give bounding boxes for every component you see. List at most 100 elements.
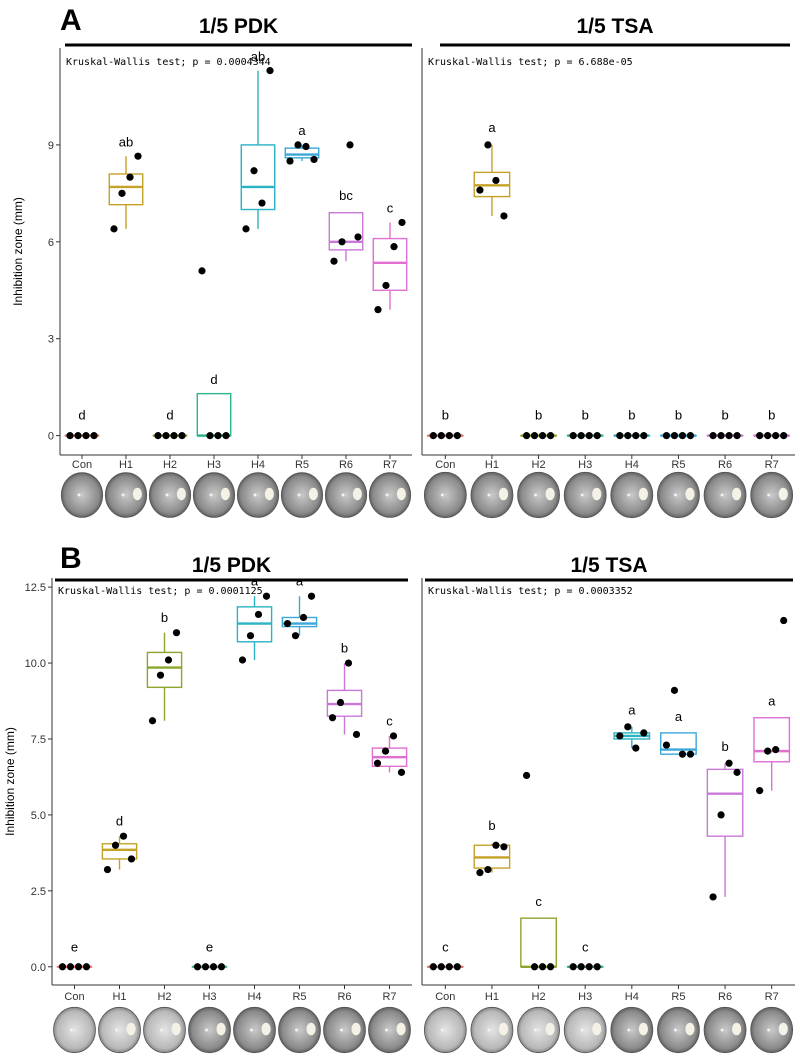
data-point bbox=[90, 432, 98, 440]
data-point bbox=[577, 963, 585, 971]
plate-colony bbox=[261, 1022, 271, 1036]
significance-letter: c bbox=[386, 713, 393, 728]
plate-center-spot bbox=[253, 493, 257, 497]
data-point bbox=[624, 723, 632, 731]
data-point bbox=[352, 730, 361, 739]
box-r6: bc bbox=[328, 141, 364, 265]
significance-letter: b bbox=[341, 640, 348, 655]
x-tick-label: H4 bbox=[625, 991, 639, 1003]
x-tick-label: H1 bbox=[119, 459, 133, 471]
plate-center-spot bbox=[115, 1028, 118, 1032]
box-body bbox=[196, 392, 232, 437]
plate-dish bbox=[104, 472, 148, 518]
plate-photo bbox=[423, 1006, 467, 1054]
plate-photo bbox=[280, 472, 324, 518]
box-body bbox=[520, 917, 557, 968]
x-tick-label: H2 bbox=[532, 459, 546, 471]
plate-dish bbox=[657, 471, 700, 519]
data-point bbox=[756, 787, 764, 795]
data-point bbox=[538, 432, 547, 440]
data-point bbox=[780, 432, 788, 440]
plate-dish bbox=[324, 472, 368, 518]
box-r5: a bbox=[660, 686, 697, 758]
significance-letter: b bbox=[721, 407, 728, 422]
data-point bbox=[445, 432, 453, 440]
x-tick-label: R6 bbox=[339, 459, 353, 471]
data-point bbox=[354, 233, 362, 241]
box-h4: a bbox=[236, 574, 273, 664]
plate-photo bbox=[188, 1006, 231, 1054]
plate-dish bbox=[423, 1006, 467, 1054]
box-con: d bbox=[64, 407, 100, 440]
plate-colony bbox=[545, 1022, 555, 1036]
plate-dish bbox=[517, 1006, 560, 1054]
plate-colony bbox=[351, 1022, 361, 1036]
x-tick-label: H3 bbox=[578, 991, 592, 1003]
significance-letter: a bbox=[768, 694, 776, 709]
significance-letter: d bbox=[116, 814, 123, 829]
box-h1: d bbox=[101, 814, 138, 874]
data-point bbox=[214, 432, 222, 440]
data-point bbox=[585, 963, 593, 971]
box-h3: e bbox=[191, 940, 228, 971]
data-point bbox=[593, 963, 601, 971]
chart-b-pdk: 1/5 PDK Kruskal-Wallis test; p = 0.000112… bbox=[3, 554, 412, 1003]
data-point bbox=[616, 732, 624, 740]
box-r7: c bbox=[372, 201, 408, 314]
data-point bbox=[258, 199, 266, 207]
plate-dish bbox=[610, 1006, 654, 1054]
data-point bbox=[330, 257, 338, 265]
data-point bbox=[154, 432, 162, 440]
data-point bbox=[569, 963, 577, 971]
plate-colony bbox=[176, 487, 186, 501]
data-point bbox=[156, 671, 165, 679]
data-point bbox=[632, 744, 640, 752]
chart-title: 1/5 PDK bbox=[199, 15, 278, 38]
plate-dish bbox=[470, 471, 514, 519]
data-point bbox=[437, 432, 445, 440]
x-tick-label: Con bbox=[435, 991, 455, 1003]
plate-center-spot bbox=[70, 1028, 73, 1032]
significance-letter: b bbox=[675, 407, 682, 422]
box-h1: a bbox=[473, 120, 511, 220]
data-point bbox=[178, 432, 186, 440]
plate-photos bbox=[53, 471, 794, 1054]
plate-dish bbox=[280, 472, 324, 518]
data-point bbox=[725, 759, 733, 767]
plate-center-spot bbox=[340, 1028, 343, 1032]
plate-photo bbox=[104, 472, 148, 518]
x-tick-label: H4 bbox=[625, 459, 639, 471]
data-point bbox=[373, 759, 382, 767]
data-point bbox=[328, 714, 337, 722]
data-point bbox=[238, 656, 247, 664]
data-point bbox=[170, 432, 178, 440]
plate-center-spot bbox=[165, 493, 169, 497]
data-point bbox=[250, 167, 258, 175]
significance-letter: b bbox=[442, 407, 449, 422]
data-point bbox=[198, 267, 206, 275]
box-r5: a bbox=[284, 123, 320, 165]
data-point bbox=[500, 843, 508, 851]
plate-center-spot bbox=[673, 1028, 677, 1032]
box-r5: a bbox=[281, 574, 318, 640]
kruskal-wallis-label: Kruskal-Wallis test; p = 0.0001125 bbox=[58, 586, 263, 597]
data-point bbox=[764, 747, 772, 755]
significance-letter: b bbox=[161, 610, 168, 625]
x-tick-label: H4 bbox=[251, 459, 265, 471]
plate-photo bbox=[610, 471, 654, 519]
plate-photo bbox=[53, 1006, 96, 1054]
plate-colony bbox=[220, 487, 230, 501]
data-point bbox=[294, 141, 302, 149]
plate-dish bbox=[657, 1006, 700, 1054]
x-tick-label: R5 bbox=[671, 991, 685, 1003]
plots: 1/5 PDK Kruskal-Wallis test; p = 0.000434… bbox=[3, 15, 795, 1003]
data-point bbox=[66, 432, 74, 440]
data-point bbox=[709, 893, 717, 901]
data-point bbox=[500, 212, 508, 220]
plate-dish bbox=[233, 1006, 276, 1054]
box-r6: b bbox=[706, 739, 744, 901]
data-point bbox=[246, 632, 255, 640]
data-point bbox=[429, 432, 437, 440]
plate-center-spot bbox=[250, 1028, 253, 1032]
significance-letter: d bbox=[166, 407, 173, 422]
